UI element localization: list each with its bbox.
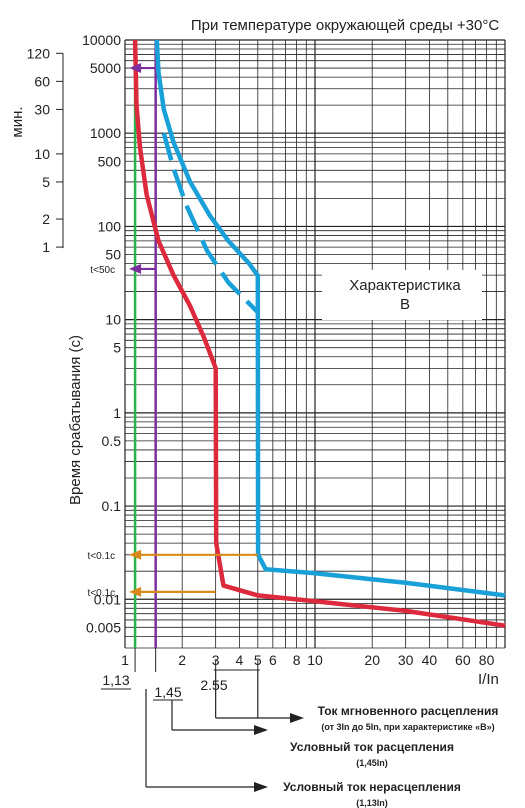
x-tick-label: 20	[364, 652, 380, 668]
marker-label: 1,13	[102, 672, 129, 688]
trip-curve	[154, 39, 506, 598]
characteristic-label: Характеристика B	[322, 270, 482, 320]
curves	[132, 39, 506, 628]
vertical-markers	[133, 40, 157, 672]
minutes-tick-label: 120	[27, 45, 51, 61]
x-tick-label: 2	[178, 652, 186, 668]
time-arrow-head	[129, 63, 142, 74]
x-tick-label: 8	[293, 652, 301, 668]
time-arrow-head	[129, 549, 142, 560]
y-tick-label: 10	[105, 312, 121, 328]
x-tick-label: 10	[307, 652, 323, 668]
minutes-axis-title: мин.	[9, 106, 26, 137]
y-tick-label: 10000	[82, 32, 121, 48]
y-axis-title: Время срабатывания (с)	[67, 335, 84, 505]
callout-arrowhead	[290, 713, 304, 723]
y-tick-label: 5	[113, 340, 121, 356]
x-tick-label: 60	[455, 652, 471, 668]
x-tick-label: 6	[269, 652, 277, 668]
callout-subtitle: (1,45In)	[356, 758, 388, 768]
time-arrows: t<50с t<0.1с t<0.1с	[88, 63, 258, 599]
x-tick-label: 1	[121, 652, 129, 668]
time-arrow-head	[129, 586, 142, 597]
callout-title: Ток мгновенного расцепления	[318, 704, 499, 718]
time-arrow-label: t<0.1с	[88, 588, 116, 599]
y-tick-label: 50	[105, 246, 121, 262]
minutes-tick-label: 2	[42, 211, 50, 227]
callout-subtitle: (от 3In до 5In, при характеристике «B»)	[321, 722, 494, 732]
trip-curve	[132, 39, 506, 628]
minutes-tick-label: 5	[42, 174, 50, 190]
callout-title: Условный ток нерасцепления	[283, 780, 461, 794]
chart-title: При температуре окружающей среды +30°C	[191, 17, 500, 34]
callout-arrowhead	[254, 782, 268, 792]
characteristic-label-line2: B	[400, 296, 410, 313]
y-tick-label: 0.5	[102, 433, 122, 449]
x-tick-label: 40	[422, 652, 438, 668]
callout-arrowhead	[254, 725, 268, 735]
x-tick-label: 80	[479, 652, 495, 668]
y-tick-label: 100	[98, 218, 122, 234]
time-arrow-head	[129, 263, 142, 274]
axis-labels: 1234568102030406080100005000100050010050…	[27, 32, 499, 701]
x-tick-label: 4	[235, 652, 243, 668]
y-tick-label: 0.005	[86, 619, 121, 635]
x-tick-label: 30	[398, 652, 414, 668]
marker-label: 2.55	[200, 677, 227, 693]
y-tick-label: 0.01	[94, 591, 121, 607]
y-tick-label: 0.1	[102, 498, 122, 514]
time-arrow-label: t<50с	[90, 265, 115, 276]
characteristic-label-line1: Характеристика	[349, 277, 461, 294]
callouts: Ток мгновенного расцепления (от 3In до 5I…	[145, 660, 499, 808]
minutes-tick-label: 1	[42, 239, 50, 255]
y-tick-label: 500	[98, 153, 122, 169]
y-tick-label: 5000	[90, 60, 121, 76]
x-axis-title: I/In	[478, 671, 499, 688]
callout-subtitle: (1,13In)	[356, 798, 388, 808]
marker-label: 1,45	[154, 684, 181, 700]
y-tick-label: 1	[113, 405, 121, 421]
time-arrow-label: t<0.1с	[88, 551, 116, 562]
trip-curve	[161, 132, 260, 314]
chart-grid	[124, 39, 506, 649]
minutes-tick-label: 10	[34, 146, 50, 162]
y-tick-label: 1000	[90, 125, 121, 141]
minutes-tick-label: 30	[34, 101, 50, 117]
callout-title: Условный ток расцепления	[290, 740, 454, 754]
minutes-tick-label: 60	[34, 73, 50, 89]
